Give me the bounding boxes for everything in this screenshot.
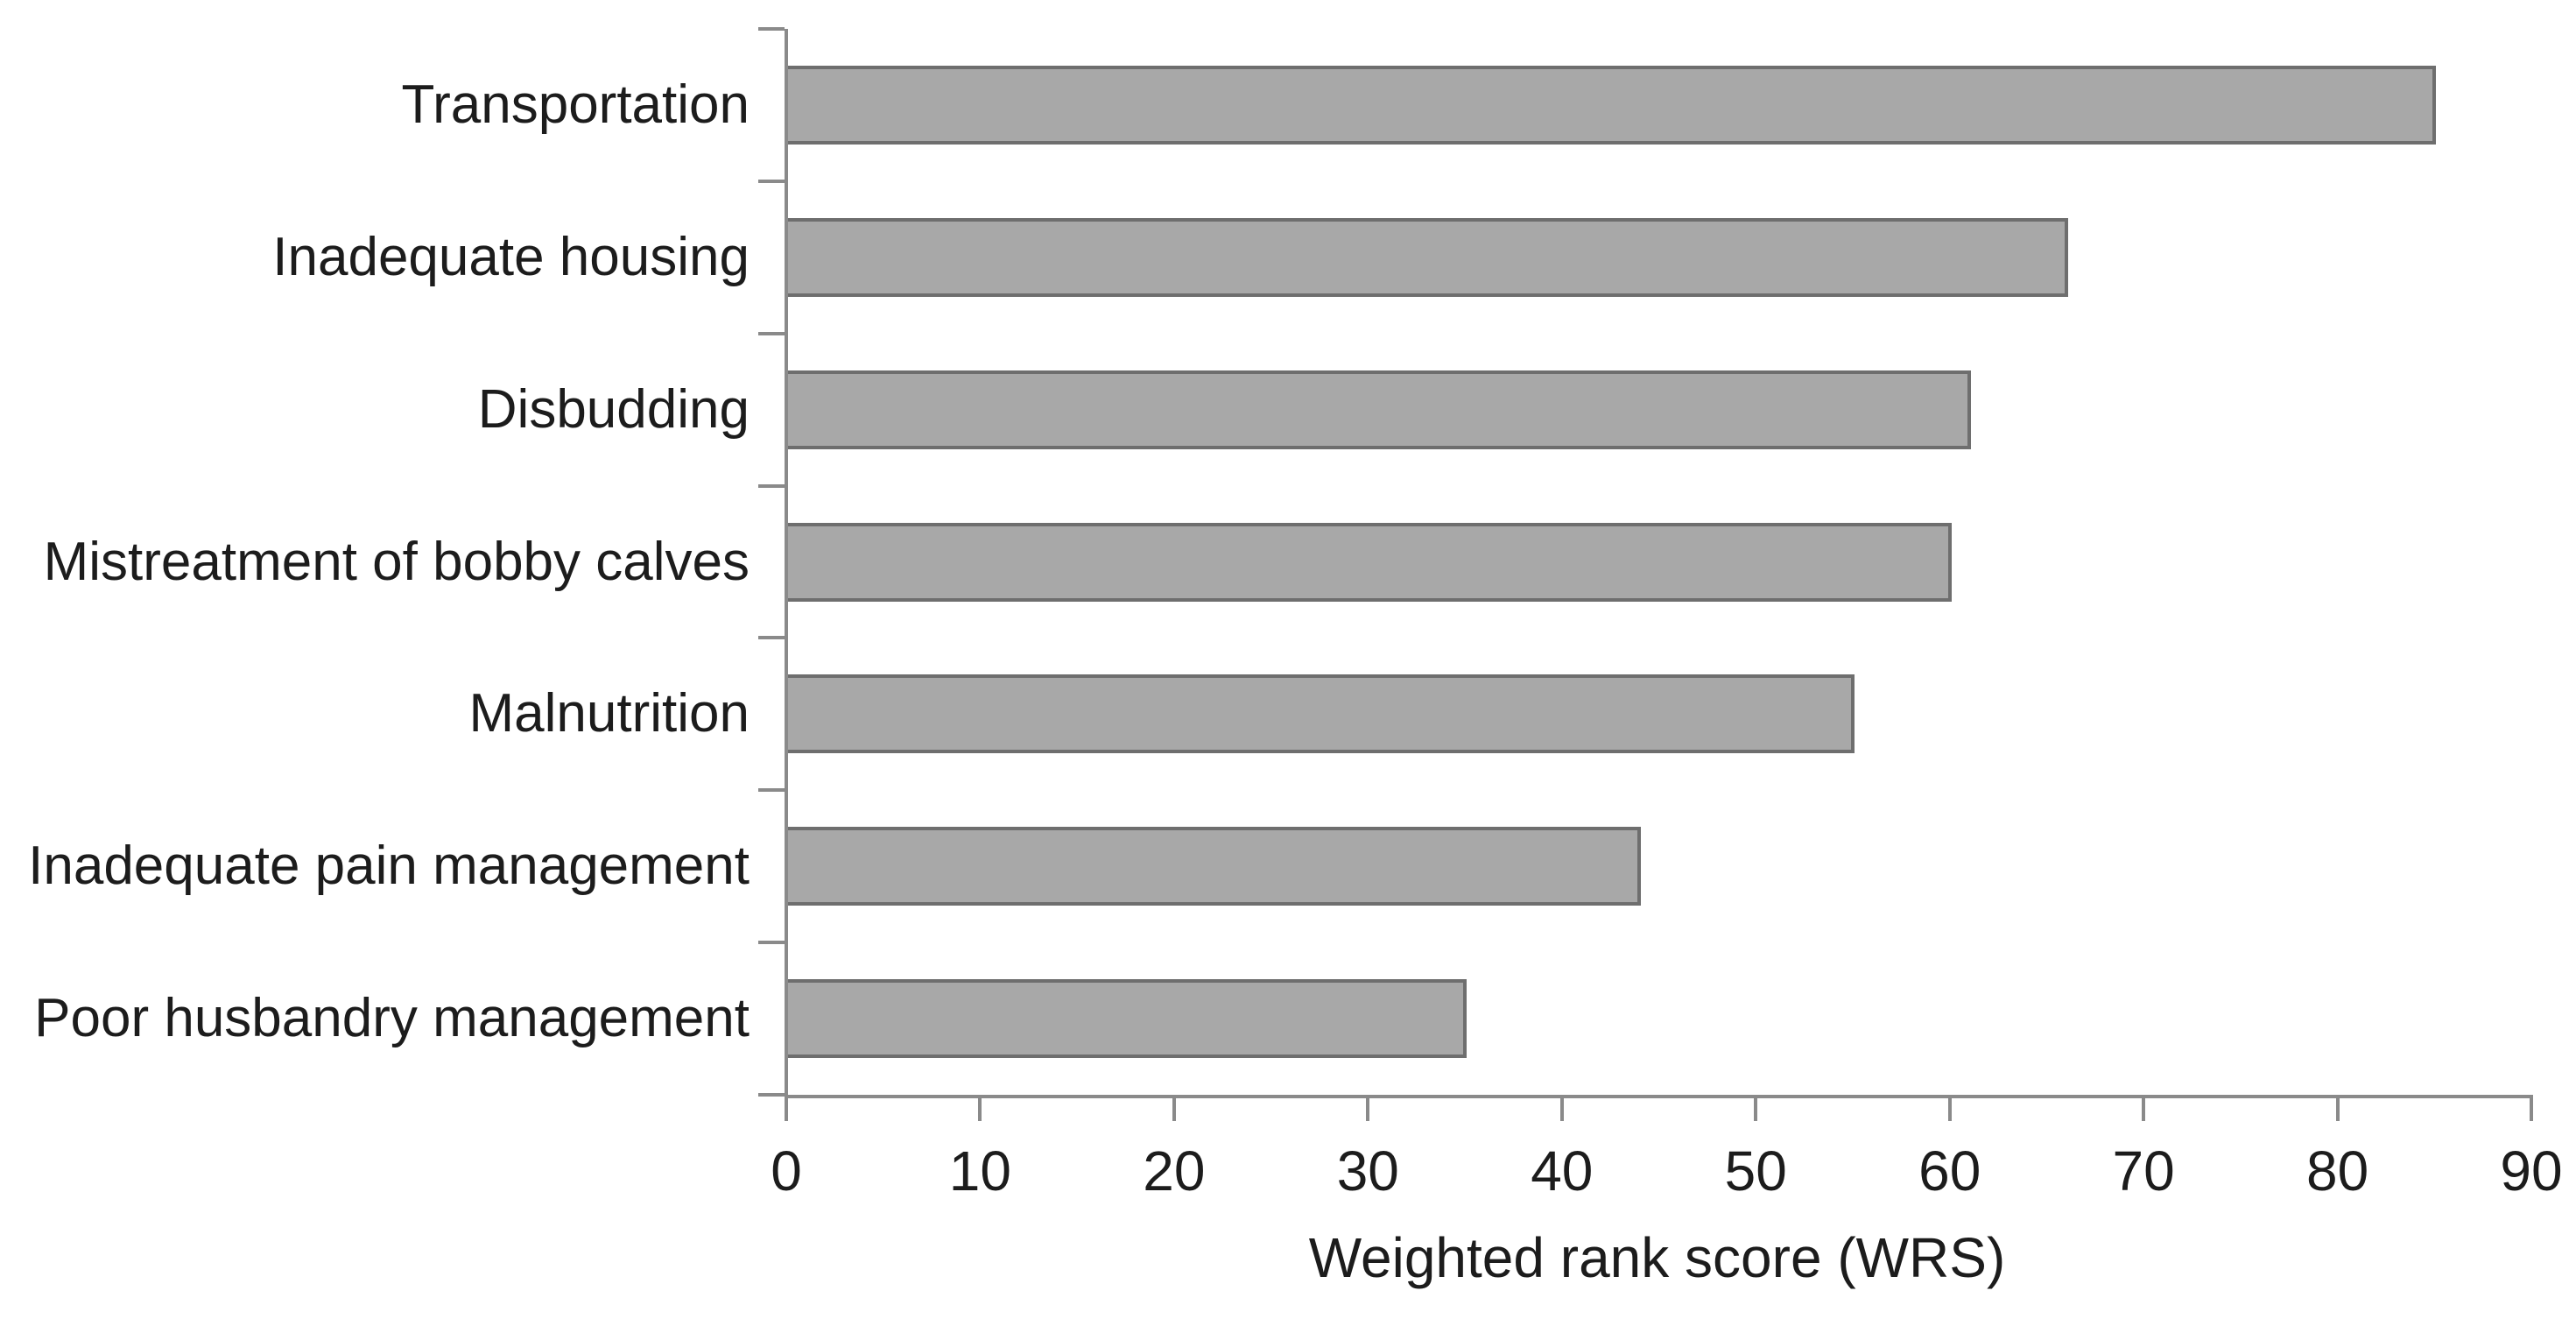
x-tick-label-80: 80 [2306,1139,2369,1203]
y-axis-tick-7 [758,1093,785,1097]
x-tick-label-20: 20 [1143,1139,1206,1203]
x-tick-label-40: 40 [1531,1139,1594,1203]
bar-malnutrition [788,674,1855,754]
y-axis-tick-1 [758,179,785,183]
x-axis-tick-70 [2142,1098,2146,1121]
x-axis-tick-50 [1754,1098,1758,1121]
x-tick-label-0: 0 [771,1139,802,1203]
y-axis-tick-0 [758,27,785,31]
x-tick-label-60: 60 [1918,1139,1981,1203]
bar-poor-husbandry-management [788,979,1467,1059]
category-label-disbudding: Disbudding [477,378,750,440]
category-label-mistreatment-of-bobby-calves: Mistreatment of bobby calves [43,531,750,592]
x-tick-label-70: 70 [2112,1139,2175,1203]
bar-inadequate-housing [788,217,2068,297]
x-tick-label-90: 90 [2500,1139,2563,1203]
x-axis-tick-10 [978,1098,982,1121]
category-label-inadequate-pain-management: Inadequate pain management [28,836,750,897]
x-axis-tick-20 [1172,1098,1176,1121]
bar-inadequate-pain-management [788,827,1642,906]
bar-transportation [788,65,2437,145]
category-label-inadequate-housing: Inadequate housing [272,226,750,287]
category-label-malnutrition: Malnutrition [468,683,750,744]
y-axis-tick-3 [758,483,785,488]
x-axis-tick-0 [785,1098,788,1121]
bar-mistreatment-of-bobby-calves [788,522,1952,602]
x-tick-label-10: 10 [948,1139,1011,1203]
y-axis-tick-5 [758,788,785,793]
x-axis-title: Weighted rank score (WRS) [1308,1226,2006,1289]
x-axis-tick-30 [1366,1098,1370,1121]
x-tick-label-30: 30 [1336,1139,1399,1203]
y-axis-tick-4 [758,636,785,640]
x-axis-tick-40 [1559,1098,1564,1121]
category-label-transportation: Transportation [401,74,750,135]
x-axis-tick-60 [1947,1098,1952,1121]
y-axis-tick-2 [758,331,785,335]
y-axis-tick-6 [758,941,785,945]
plot-area [785,29,2533,1098]
x-axis-tick-80 [2335,1098,2340,1121]
bar-disbudding [788,370,1971,449]
category-label-poor-husbandry-management: Poor husbandry management [34,988,750,1049]
x-tick-label-50: 50 [1724,1139,1787,1203]
x-axis-tick-90 [2530,1098,2533,1121]
